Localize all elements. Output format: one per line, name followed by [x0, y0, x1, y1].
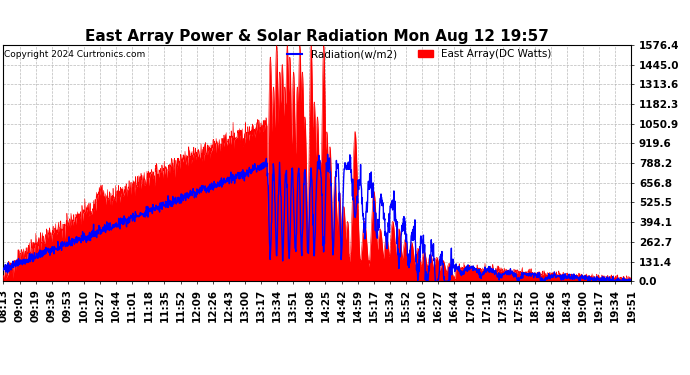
Legend: Radiation(w/m2), East Array(DC Watts): Radiation(w/m2), East Array(DC Watts) — [282, 45, 556, 63]
Title: East Array Power & Solar Radiation Mon Aug 12 19:57: East Array Power & Solar Radiation Mon A… — [86, 29, 549, 44]
Text: Copyright 2024 Curtronics.com: Copyright 2024 Curtronics.com — [4, 50, 146, 59]
